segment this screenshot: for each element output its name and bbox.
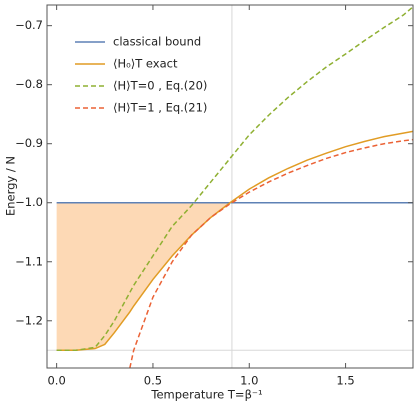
y-tick-label: −1.1 — [15, 254, 43, 268]
y-tick-label: −1.2 — [15, 313, 43, 327]
legend-label: ⟨H⟩T=1 , Eq.(21) — [113, 101, 207, 115]
x-axis-label: Temperature T=β⁻¹ — [150, 388, 262, 402]
series-line — [129, 138, 413, 368]
plot-frame — [46, 4, 414, 369]
legend-label: ⟨H⟩T=0 , Eq.(20) — [113, 79, 207, 93]
y-tick-label: −0.9 — [15, 136, 43, 150]
y-tick-label: −0.8 — [15, 77, 43, 91]
y-tick-label: −1.0 — [15, 195, 43, 209]
y-tick-label: −0.7 — [15, 18, 43, 32]
x-tick-label: 1.0 — [240, 374, 258, 388]
x-tick-label: 0.5 — [144, 374, 162, 388]
series-line — [56, 6, 413, 352]
legend-label: ⟨H₀⟩T exact — [113, 57, 178, 71]
shaded-area — [56, 202, 231, 351]
plot-area — [47, 5, 413, 368]
x-tick-label: 1.5 — [336, 374, 354, 388]
y-axis-label: Energy / N — [4, 156, 18, 216]
x-tick-label: 0.0 — [47, 374, 65, 388]
legend-label: classical bound — [113, 35, 201, 49]
